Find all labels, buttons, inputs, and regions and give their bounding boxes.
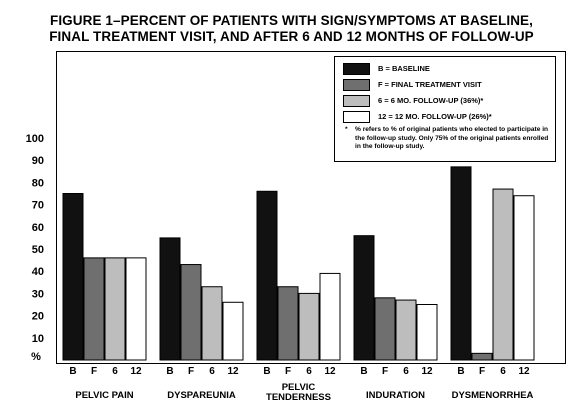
- legend-swatch: [343, 111, 370, 123]
- chart-title-line-1: FIGURE 1–PERCENT OF PATIENTS WITH SIGN/S…: [49, 13, 534, 28]
- bar: [83, 257, 105, 361]
- bar: [450, 166, 472, 361]
- bar: [201, 286, 223, 361]
- chart-title-line-2: FINAL TREATMENT VISIT, AND AFTER 6 AND 1…: [49, 29, 534, 44]
- y-tick-label: 70: [32, 200, 44, 212]
- bar-label: 12: [421, 366, 433, 377]
- bar-label: 6: [403, 366, 409, 377]
- bar: [180, 264, 202, 361]
- category-label: PELVIC PAIN: [75, 390, 133, 401]
- legend-label: 6 = 6 MO. FOLLOW-UP (36%)*: [378, 96, 484, 105]
- legend-label: 12 = 12 MO. FOLLOW-UP (26%)*: [378, 112, 492, 121]
- y-tick-label: 60: [32, 222, 44, 234]
- bar-label: 6: [306, 366, 312, 377]
- category-label: TENDERNESS: [266, 392, 331, 403]
- bar: [62, 193, 84, 361]
- legend-swatch: [343, 79, 370, 91]
- y-tick-label: 50: [32, 244, 44, 256]
- bar-label: 12: [324, 366, 336, 377]
- bar: [298, 292, 320, 361]
- bar-label: B: [69, 366, 76, 377]
- bar: [104, 257, 126, 361]
- bar-label: 12: [227, 366, 239, 377]
- legend-footnote: * % refers to % of original patients who…: [345, 126, 550, 152]
- bar: [471, 352, 493, 361]
- bar: [222, 301, 244, 361]
- bar-label: B: [263, 366, 270, 377]
- bar: [319, 272, 341, 361]
- bar-label: 12: [518, 366, 530, 377]
- bar-label: 6: [500, 366, 506, 377]
- bar-label: F: [382, 366, 388, 377]
- bar: [256, 190, 278, 361]
- bar-label: F: [188, 366, 194, 377]
- bar-label: B: [166, 366, 173, 377]
- plot-frame: [56, 51, 566, 364]
- bar-label: F: [479, 366, 485, 377]
- legend-swatch: [343, 95, 370, 107]
- bar-label: B: [360, 366, 367, 377]
- bar-label: 12: [130, 366, 142, 377]
- legend-swatch: [343, 63, 370, 75]
- bar-label: F: [285, 366, 291, 377]
- bar: [125, 257, 147, 361]
- bar: [353, 235, 375, 361]
- footnote-text: % refers to % of original patients who e…: [355, 126, 549, 150]
- bar-label: 6: [209, 366, 215, 377]
- legend-label: F = FINAL TREATMENT VISIT: [378, 80, 482, 89]
- bar-label: B: [457, 366, 464, 377]
- category-label: DYSPAREUNIA: [167, 390, 236, 401]
- y-tick-label: 90: [32, 155, 44, 167]
- bar-label: 6: [112, 366, 118, 377]
- bar: [277, 286, 299, 361]
- y-axis-label: %: [31, 351, 41, 363]
- bar-label: F: [91, 366, 97, 377]
- y-tick-label: 80: [32, 177, 44, 189]
- y-tick-label: 20: [32, 311, 44, 323]
- bar: [513, 195, 535, 361]
- bar: [395, 299, 417, 361]
- y-tick-label: 100: [26, 133, 44, 145]
- legend-label: B = BASELINE: [378, 64, 430, 73]
- legend: B = BASELINE F = FINAL TREATMENT VISIT 6…: [334, 56, 556, 162]
- footnote-star: *: [345, 126, 348, 133]
- bar: [416, 304, 438, 361]
- category-label: PELVIC: [282, 382, 316, 393]
- bar: [374, 297, 396, 361]
- category-label: INDURATION: [366, 390, 425, 401]
- category-label: DYSMENORRHEA: [452, 390, 534, 401]
- y-tick-label: 30: [32, 288, 44, 300]
- bar: [492, 188, 514, 361]
- y-tick-label: 40: [32, 266, 44, 278]
- bar: [159, 237, 181, 361]
- y-tick-label: 10: [32, 333, 44, 345]
